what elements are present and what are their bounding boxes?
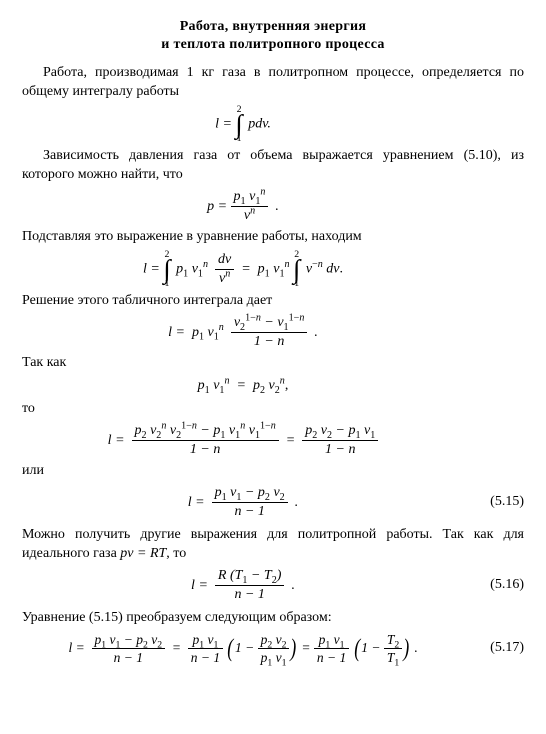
eq-l-expanded: l = p2 v2n v21−n − p1 v1n v11−n 1 − n = … — [22, 423, 524, 458]
eq-number-5-15: (5.15) — [464, 493, 524, 512]
eq-number-5-17: (5.17) — [464, 639, 524, 658]
eq-work-integral: l = 2∫1 pdv. — [22, 106, 524, 143]
section-title: Работа, внутренняя энергия и теплота пол… — [22, 18, 524, 54]
para-since: Так как — [22, 354, 524, 373]
para-substitute: Подставляя это выражение в уравнение раб… — [22, 228, 524, 247]
para-solution: Решение этого табличного интеграла дает — [22, 292, 524, 311]
para-transform: Уравнение (5.15) преобразуем следующим о… — [22, 609, 524, 628]
para-intro: Работа, производимая 1 кг газа в политро… — [22, 64, 524, 102]
para-then: то — [22, 400, 524, 419]
title-line-2: и теплота политропного процесса — [161, 37, 384, 52]
eq-5-15: l = p1 v1 − p2 v2 n − 1 . (5.15) — [22, 485, 524, 520]
eq-substituted: l = 2∫1 p1 v1n dvvn = p1 v1n 2∫1 v−n dv. — [22, 251, 524, 288]
page: { "title_line1": "Работа, внутренняя эне… — [0, 0, 546, 734]
eq-5-16: l = R (T1 − T2) n − 1 . (5.16) — [22, 568, 524, 603]
eq-solution: l = p1 v1n v21−n − v11−n 1 − n . — [22, 315, 524, 350]
title-line-1: Работа, внутренняя энергия — [180, 19, 367, 34]
para-or: или — [22, 462, 524, 481]
para-pressure-dep: Зависимость давления газа от объема выра… — [22, 147, 524, 185]
para-other-forms: Можно получить другие выражения для поли… — [22, 526, 524, 564]
eq-5-17: l = p1 v1 − p2 v2 n − 1 = p1 v1 n − 1 (1… — [22, 632, 524, 666]
eq-p-of-v: p = p1 v1n vn . — [22, 189, 524, 224]
eq-p1v1-p2v2: p1 v1n = p2 v2n, — [22, 377, 524, 396]
eq-number-5-16: (5.16) — [464, 576, 524, 595]
